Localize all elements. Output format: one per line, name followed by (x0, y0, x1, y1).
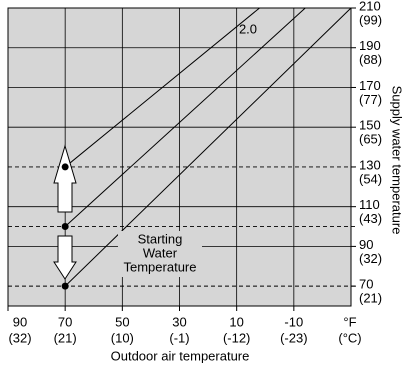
y-tick-sublabel: (54) (359, 171, 382, 186)
y-tick-sublabel: (21) (359, 291, 382, 306)
y-tick-sublabel: (65) (359, 132, 382, 147)
x-tick-sublabel: (-1) (169, 330, 189, 345)
curve (64, 7, 306, 227)
x-tick-label: 50 (115, 314, 129, 329)
dot (61, 223, 69, 231)
y-tick-sublabel: (32) (359, 251, 382, 266)
annotation-box (118, 231, 202, 277)
y-tick-label: 90 (359, 237, 373, 252)
x-tick-sublabel: (-23) (280, 330, 307, 345)
x-tick-sublabel: (32) (8, 330, 31, 345)
down-arrow (53, 235, 77, 280)
curve (64, 7, 260, 168)
y-tick-sublabel: (99) (359, 12, 382, 27)
annotation: Starting (138, 231, 183, 246)
annotation: Water (143, 245, 178, 260)
y-axis-label: Supply water temperature (390, 86, 402, 235)
curve-label: 2.0 (239, 21, 257, 36)
y-tick-sublabel: (43) (359, 211, 382, 226)
x-tick-sublabel: (-12) (223, 330, 250, 345)
y-tick-label: 190 (359, 38, 381, 53)
annotation: Temperature (124, 259, 197, 274)
y-tick-label: 210 (359, 0, 381, 13)
x-unit-label: °F (343, 314, 356, 329)
y-tick-label: 110 (359, 197, 380, 212)
x-tick-label: -10 (284, 314, 303, 329)
dot (61, 282, 69, 290)
x-unit-label: (°C) (338, 330, 361, 345)
y-tick-sublabel: (88) (359, 52, 382, 67)
x-tick-sublabel: (10) (111, 330, 134, 345)
up-arrow (53, 144, 77, 213)
y-tick-label: 130 (359, 157, 381, 172)
x-tick-label: 70 (58, 314, 72, 329)
curve (64, 7, 352, 287)
y-tick-label: 150 (359, 118, 381, 133)
y-tick-label: 70 (359, 277, 373, 292)
y-tick-label: 170 (359, 78, 381, 93)
x-tick-label: 10 (229, 314, 243, 329)
y-tick-sublabel: (77) (359, 92, 382, 107)
x-tick-label: 30 (172, 314, 186, 329)
dot (61, 163, 69, 171)
x-axis-label: Outdoor air temperature (111, 348, 250, 363)
x-tick-sublabel: (21) (54, 330, 77, 345)
x-tick-label: 90 (13, 314, 27, 329)
